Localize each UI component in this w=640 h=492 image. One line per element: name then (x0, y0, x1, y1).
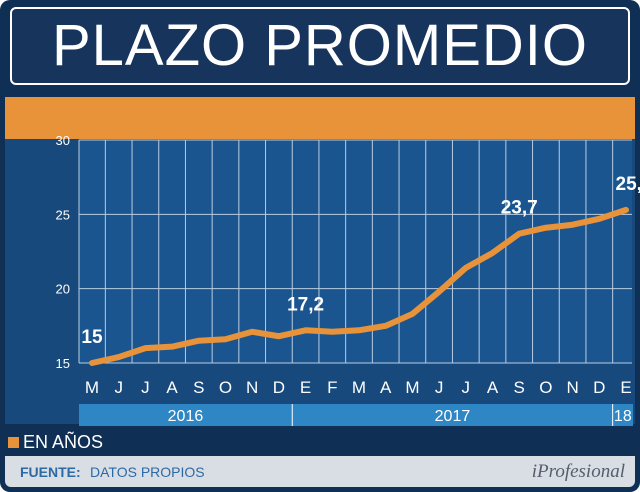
y-tick-label: 15 (56, 356, 70, 371)
data-point (437, 289, 442, 294)
data-point (463, 265, 468, 270)
chart-title: PLAZO PROMEDIO (51, 13, 589, 78)
data-point (250, 329, 255, 334)
year-bar (79, 404, 633, 426)
x-tick-label: M (85, 378, 99, 397)
x-tick-label: A (487, 378, 499, 397)
y-tick-label: 30 (56, 133, 70, 148)
data-label: 25,3 (616, 174, 640, 195)
data-point (624, 207, 628, 212)
x-tick-label: O (219, 378, 232, 397)
data-point (276, 334, 281, 339)
title-box: PLAZO PROMEDIO (10, 7, 630, 85)
x-tick-label: S (193, 378, 204, 397)
x-tick-label: N (246, 378, 258, 397)
data-point (357, 328, 361, 333)
footer: FUENTE: DATOS PROPIOS iProfesional (5, 456, 635, 487)
x-tick-label: J (141, 378, 150, 397)
data-point (116, 355, 121, 360)
x-tick-label: J (114, 378, 123, 397)
source-key: FUENTE: (20, 464, 81, 480)
year-label: 2017 (435, 408, 471, 425)
x-tick-label: J (462, 378, 471, 397)
x-tick-label: F (327, 378, 337, 397)
data-point (570, 222, 575, 227)
legend: EN AÑOS (8, 430, 103, 454)
data-point (597, 216, 602, 221)
data-label: 17,2 (287, 294, 324, 315)
x-tick-label: D (593, 378, 605, 397)
legend-label: EN AÑOS (23, 431, 104, 452)
data-point (223, 337, 228, 342)
legend-swatch (8, 436, 19, 448)
x-tick-label: E (620, 378, 631, 397)
data-point (517, 231, 522, 236)
data-point (303, 328, 308, 333)
year-label: 18 (614, 408, 632, 425)
x-tick-label: M (405, 378, 419, 397)
data-point (330, 329, 335, 334)
y-tick-label: 25 (56, 207, 70, 222)
source-value: DATOS PROPIOS (90, 464, 205, 480)
data-point (490, 250, 495, 255)
y-tick-label: 20 (56, 282, 70, 297)
x-tick-label: O (539, 378, 552, 397)
year-label: 2016 (168, 408, 204, 425)
data-label: 15 (81, 327, 103, 348)
data-point (170, 344, 175, 349)
plot-area (79, 140, 632, 363)
data-point (143, 346, 148, 351)
x-tick-label: J (435, 378, 444, 397)
data-point (543, 225, 548, 230)
data-point (410, 311, 415, 316)
x-tick-label: N (566, 378, 578, 397)
x-tick-label: A (380, 378, 392, 397)
x-tick-label: S (514, 378, 525, 397)
x-tick-label: A (166, 378, 178, 397)
x-tick-label: M (352, 378, 366, 397)
brand-logo: iProfesional (531, 461, 625, 482)
data-label: 23,7 (501, 198, 538, 219)
orange-band (5, 97, 635, 139)
x-tick-label: D (273, 378, 285, 397)
data-point (196, 338, 201, 343)
x-tick-label: E (300, 378, 311, 397)
data-point (383, 323, 388, 328)
data-point (90, 361, 94, 365)
